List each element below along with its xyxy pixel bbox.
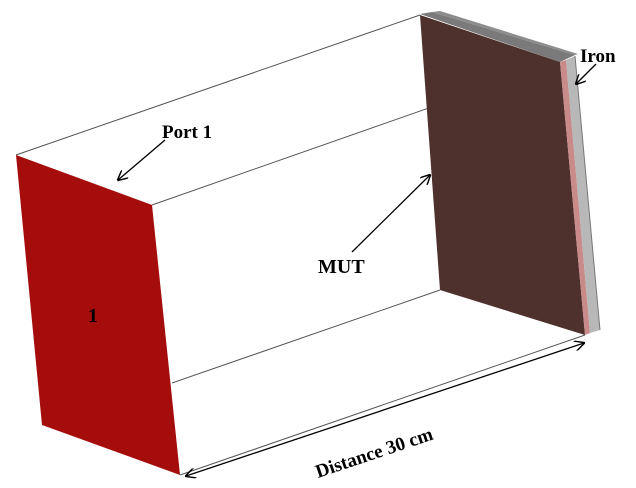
mut-face <box>420 15 585 335</box>
iron-arrow <box>576 63 597 84</box>
top-back-edge <box>15 14 421 156</box>
iron-plate <box>432 11 601 333</box>
distance-arrow <box>186 343 584 476</box>
mut-top-edge <box>420 12 575 62</box>
port-face <box>16 155 180 475</box>
port-label: Port 1 <box>162 122 212 143</box>
mut-arrow <box>351 175 430 253</box>
mut-label: MUT <box>318 256 365 278</box>
mut-side-edge <box>560 60 590 335</box>
port-number-label: 1 <box>88 305 98 327</box>
iron-top <box>432 11 578 55</box>
iron-label: Iron <box>580 46 616 67</box>
distance-label: Distance 30 cm <box>313 424 436 483</box>
iron-face <box>566 56 600 333</box>
mut-slab <box>420 12 590 335</box>
bottom-back-edge <box>171 289 441 384</box>
port-arrow <box>118 139 166 180</box>
iron-edge-line <box>574 55 601 331</box>
